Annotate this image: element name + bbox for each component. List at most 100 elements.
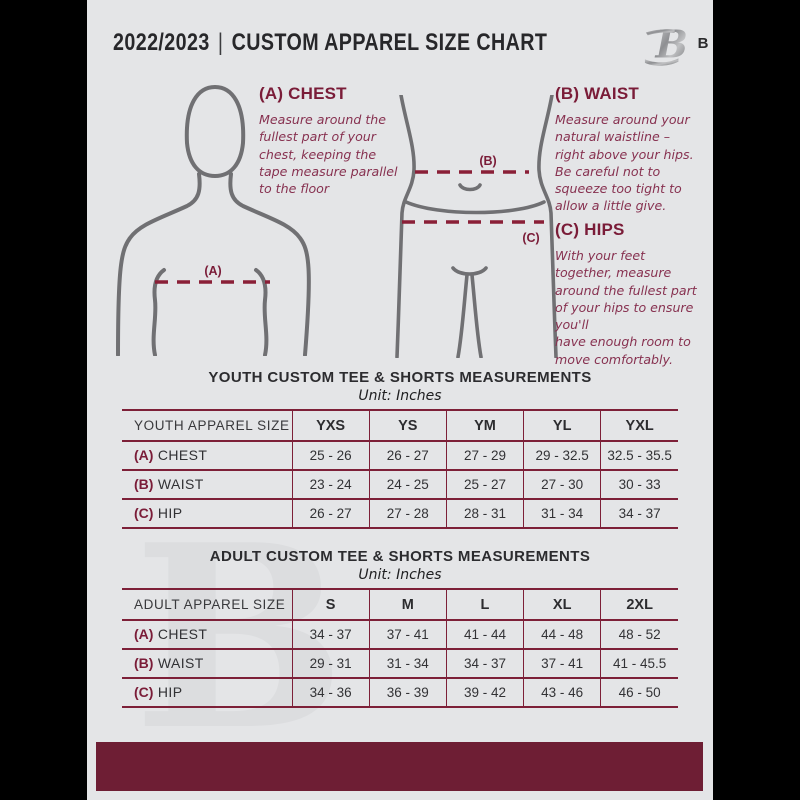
title-text: CUSTOM APPAREL SIZE CHART: [231, 29, 548, 56]
logo-top-swoosh: [645, 29, 675, 36]
brand-name: BREAKAWAY: [697, 34, 713, 52]
row-key: (A): [134, 446, 154, 463]
adult-table-title: ADULT CUSTOM TEE & SHORTS MEASUREMENTS: [209, 548, 591, 565]
cell: 37 - 41: [368, 619, 447, 649]
row-key: (C): [134, 683, 154, 700]
brand-logo: B BREAKAWAY: [643, 20, 713, 66]
cell: 44 - 48: [523, 619, 601, 649]
cell: 27 - 28: [368, 498, 447, 529]
lower-body-figure: (B) (C): [395, 95, 558, 358]
adult-size-table: ADULT APPAREL SIZE S M L XL 2XL (A) CHES…: [122, 588, 678, 708]
cell: 46 - 50: [600, 677, 678, 708]
header: 2022/2023 | CUSTOM APPAREL SIZE CHART B: [113, 20, 713, 66]
table-row: (B) WAIST 23 - 24 24 - 25 25 - 27 27 - 3…: [122, 469, 678, 499]
youth-header-row: YOUTH APPAREL SIZE YXS YS YM YL YXL: [122, 409, 678, 441]
title-separator: |: [217, 29, 224, 56]
adult-size-header-label: ADULT APPAREL SIZE: [122, 588, 293, 620]
waist-description: Measure around your natural waistline – …: [555, 112, 694, 214]
cell: 31 - 34: [368, 648, 447, 678]
row-key: (B): [134, 475, 154, 492]
cell: 27 - 30: [523, 469, 601, 499]
hips-instruction-block: (C) HIPS With your feet together, measur…: [555, 220, 713, 368]
adult-size-s: S: [291, 588, 370, 620]
youth-size-table: YOUTH APPAREL SIZE YXS YS YM YL YXL (A) …: [122, 409, 678, 529]
chest-instruction-block: (A) CHEST Measure around the fullest par…: [259, 84, 399, 197]
row-key: (C): [134, 504, 154, 521]
row-label: CHEST: [157, 625, 208, 642]
row-label: HIP: [157, 683, 183, 700]
youth-chest-label: (A) CHEST: [122, 440, 293, 470]
youth-size-header-label: YOUTH APPAREL SIZE: [122, 409, 293, 441]
waist-instruction-block: (B) WAIST Measure around your natural wa…: [555, 84, 710, 215]
hips-line-label: (C): [522, 231, 539, 245]
adult-table-unit: Unit: Inches: [358, 567, 442, 583]
cell: 34 - 36: [291, 677, 370, 708]
youth-size-yxl: YXL: [600, 409, 678, 441]
cell: 26 - 27: [368, 440, 447, 470]
youth-table-title: YOUTH CUSTOM TEE & SHORTS MEASUREMENTS: [208, 369, 592, 386]
table-row: (B) WAIST 29 - 31 31 - 34 34 - 37 37 - 4…: [122, 648, 678, 678]
youth-hip-label: (C) HIP: [122, 498, 293, 529]
cell: 23 - 24: [291, 469, 370, 499]
table-row: (A) CHEST 34 - 37 37 - 41 41 - 44 44 - 4…: [122, 619, 678, 649]
youth-size-yxs: YXS: [291, 409, 370, 441]
adult-size-l: L: [445, 588, 524, 620]
cell: 41 - 45.5: [600, 648, 678, 678]
cell: 41 - 44: [445, 619, 524, 649]
cell: 48 - 52: [600, 619, 678, 649]
upper-body-figure: (A): [116, 84, 311, 356]
page-title: 2022/2023 | CUSTOM APPAREL SIZE CHART: [113, 29, 547, 57]
cell: 25 - 27: [445, 469, 524, 499]
chest-description: Measure around the fullest part of your …: [259, 112, 398, 197]
row-key: (A): [134, 625, 154, 642]
adult-size-2xl: 2XL: [600, 588, 678, 620]
logo-letter: B: [654, 22, 687, 66]
row-label: WAIST: [157, 475, 204, 492]
adult-hip-label: (C) HIP: [122, 677, 293, 708]
breakaway-b-icon: B: [644, 22, 688, 66]
cell: 26 - 27: [291, 498, 370, 529]
title-season: 2022/2023: [113, 29, 210, 56]
youth-size-yl: YL: [523, 409, 601, 441]
cell: 27 - 29: [445, 440, 524, 470]
row-label: HIP: [157, 504, 183, 521]
cell: 34 - 37: [600, 498, 678, 529]
cell: 34 - 37: [445, 648, 524, 678]
youth-table-unit: Unit: Inches: [358, 388, 442, 404]
logo-bottom-swoosh: [644, 58, 679, 66]
cell: 37 - 41: [523, 648, 601, 678]
adult-size-xl: XL: [523, 588, 601, 620]
adult-header-row: ADULT APPAREL SIZE S M L XL 2XL: [122, 588, 678, 620]
cell: 31 - 34: [523, 498, 601, 529]
hips-description: With your feet together, measure around …: [555, 248, 697, 367]
adult-waist-label: (B) WAIST: [122, 648, 293, 678]
cell: 36 - 39: [368, 677, 447, 708]
youth-waist-label: (B) WAIST: [122, 469, 293, 499]
row-key: (B): [134, 654, 154, 671]
waist-line-label: (B): [479, 154, 496, 168]
cell: 29 - 31: [291, 648, 370, 678]
table-row: (C) HIP 26 - 27 27 - 28 28 - 31 31 - 34 …: [122, 498, 678, 529]
waist-heading: (B) WAIST: [555, 84, 639, 103]
table-row: (C) HIP 34 - 36 36 - 39 39 - 42 43 - 46 …: [122, 677, 678, 708]
table-row: (A) CHEST 25 - 26 26 - 27 27 - 29 29 - 3…: [122, 440, 678, 470]
row-label: WAIST: [157, 654, 204, 671]
youth-size-ys: YS: [368, 409, 447, 441]
cell: 34 - 37: [291, 619, 370, 649]
cell: 28 - 31: [445, 498, 524, 529]
cell: 30 - 33: [600, 469, 678, 499]
footer-accent-bar: [96, 742, 703, 791]
hips-heading: (C) HIPS: [555, 220, 625, 239]
adult-size-m: M: [368, 588, 447, 620]
size-chart-page: 2022/2023 | CUSTOM APPAREL SIZE CHART B: [87, 0, 713, 800]
cell: 25 - 26: [291, 440, 370, 470]
cell: 24 - 25: [368, 469, 447, 499]
cell: 39 - 42: [445, 677, 524, 708]
cell: 32.5 - 35.5: [600, 440, 678, 470]
cell: 43 - 46: [523, 677, 601, 708]
youth-size-ym: YM: [445, 409, 524, 441]
row-label: CHEST: [157, 446, 208, 463]
chest-line-label: (A): [204, 264, 221, 278]
cell: 29 - 32.5: [523, 440, 601, 470]
